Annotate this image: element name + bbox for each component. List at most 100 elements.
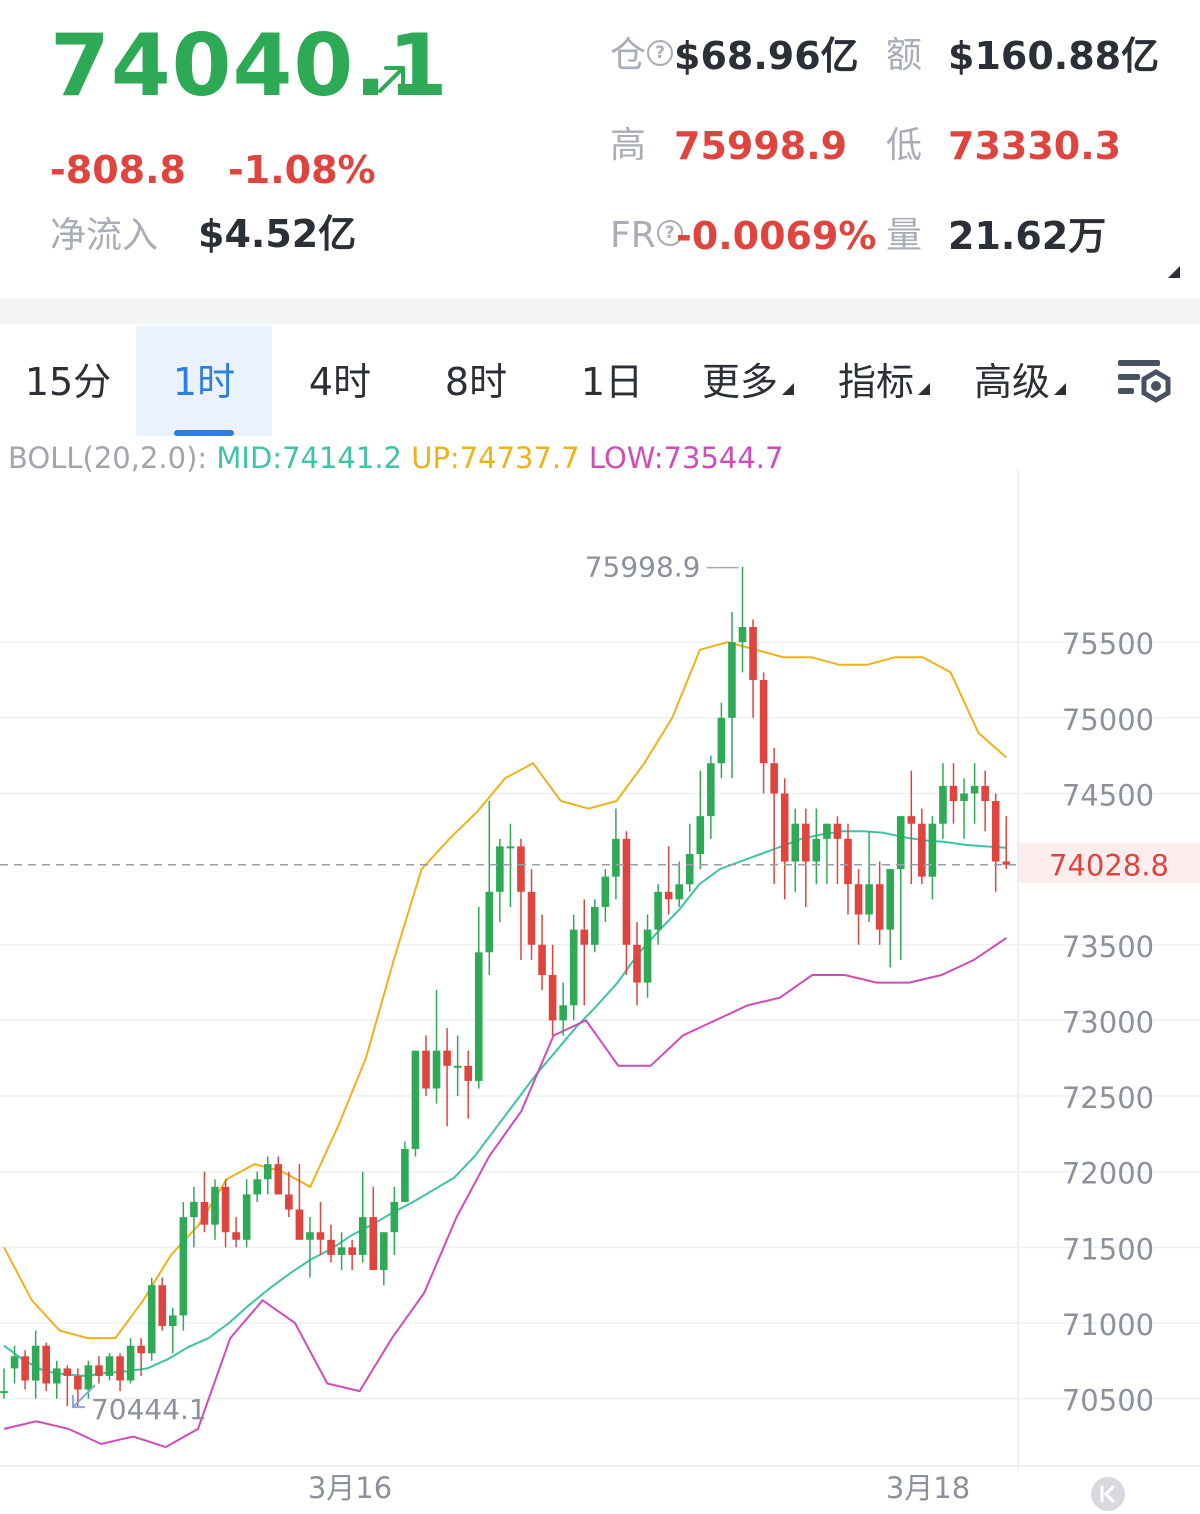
candle-body bbox=[358, 1217, 367, 1255]
open-interest-label[interactable]: 仓? bbox=[610, 36, 674, 76]
dropdown-caret-icon bbox=[1054, 383, 1066, 395]
candle-body bbox=[601, 876, 610, 907]
candle-body bbox=[591, 906, 599, 945]
high-value: 75998.9 bbox=[674, 124, 848, 168]
tab-1d[interactable]: 1日 bbox=[544, 326, 680, 436]
candle-body bbox=[95, 1365, 103, 1376]
candle bbox=[591, 899, 599, 953]
tab-more[interactable]: 更多 bbox=[680, 326, 816, 436]
boll-name: BOLL(20,2.0): bbox=[8, 441, 208, 475]
tab-8h[interactable]: 8时 bbox=[408, 326, 544, 436]
tab-advanced[interactable]: 高级 bbox=[952, 326, 1088, 436]
candle-body bbox=[464, 1065, 472, 1081]
y-tick-label: 73500 bbox=[1062, 930, 1154, 964]
candle bbox=[675, 861, 683, 907]
candle bbox=[580, 899, 589, 1006]
low-marker-label: 70444.1 bbox=[91, 1393, 207, 1426]
candle-body bbox=[116, 1356, 124, 1381]
high-marker-label: 75998.9 bbox=[585, 551, 701, 584]
candle-body bbox=[232, 1232, 240, 1240]
candle-body bbox=[875, 884, 884, 930]
net-inflow-value: $4.52亿 bbox=[198, 212, 357, 256]
candle-body bbox=[285, 1194, 293, 1210]
low-value: 73330.3 bbox=[948, 124, 1122, 168]
candle bbox=[263, 1156, 272, 1195]
help-icon[interactable]: ? bbox=[647, 40, 674, 66]
boll-up: UP:74737.7 bbox=[411, 441, 580, 475]
candle-body bbox=[612, 838, 620, 877]
candle-body bbox=[263, 1164, 272, 1180]
volume-value: 21.62万 bbox=[948, 214, 1107, 258]
chart-settings-icon[interactable] bbox=[1112, 356, 1174, 408]
tab-label: 1时 bbox=[172, 360, 236, 404]
candle bbox=[991, 793, 1000, 892]
funding-rate-value: -0.0069% bbox=[676, 214, 877, 258]
candle bbox=[358, 1171, 367, 1263]
candle-body bbox=[126, 1345, 135, 1381]
candle bbox=[10, 1345, 19, 1384]
tab-indicators[interactable]: 指标 bbox=[816, 326, 952, 436]
jump-to-start-icon[interactable] bbox=[1090, 1476, 1126, 1512]
tab-label: 高级 bbox=[973, 360, 1050, 404]
tab-4h[interactable]: 4时 bbox=[272, 326, 408, 436]
candle bbox=[802, 808, 810, 907]
tab-label: 8时 bbox=[444, 360, 508, 404]
candle-body bbox=[802, 823, 810, 862]
candle bbox=[306, 1217, 314, 1278]
funding-rate-label[interactable]: FR? bbox=[610, 216, 684, 256]
candle-body bbox=[633, 944, 641, 983]
candle-body bbox=[137, 1345, 145, 1354]
candle-body bbox=[52, 1368, 61, 1384]
candle-body bbox=[675, 884, 683, 900]
y-tick-label: 72500 bbox=[1062, 1081, 1154, 1115]
candle bbox=[643, 914, 652, 998]
candle-body bbox=[823, 823, 831, 839]
low-marker-arrow bbox=[71, 1384, 96, 1409]
candle-body bbox=[664, 891, 673, 900]
candle-body bbox=[517, 846, 525, 892]
last-price: 74040.1 bbox=[50, 16, 449, 116]
candle-body bbox=[643, 929, 652, 983]
candle-body bbox=[622, 838, 631, 945]
tab-label: 1日 bbox=[580, 360, 644, 404]
tab-1h[interactable]: 1时 bbox=[136, 326, 272, 436]
candle bbox=[95, 1356, 103, 1384]
candle bbox=[253, 1171, 261, 1202]
candle-body bbox=[42, 1345, 50, 1384]
candle bbox=[31, 1330, 40, 1399]
tab-label: 更多 bbox=[701, 360, 778, 404]
candle bbox=[285, 1171, 293, 1218]
arrow-up-right-icon bbox=[378, 66, 405, 93]
candle-body bbox=[559, 1005, 567, 1021]
current-price-label: 74028.8 bbox=[1049, 849, 1169, 883]
candle bbox=[622, 831, 631, 976]
candle-body bbox=[295, 1209, 304, 1240]
candle bbox=[664, 846, 673, 915]
candle bbox=[485, 801, 494, 976]
candle bbox=[327, 1224, 335, 1263]
candle bbox=[496, 838, 504, 923]
candle-body bbox=[432, 1050, 441, 1089]
candle-body bbox=[306, 1232, 314, 1240]
candle-body bbox=[685, 853, 694, 885]
candle bbox=[42, 1342, 50, 1392]
candle-body bbox=[485, 891, 494, 953]
candle bbox=[728, 611, 736, 779]
candle bbox=[105, 1353, 114, 1381]
candlestick-chart[interactable]: 75500 75000 74500 73500 73000 72500 72000 71500… bbox=[0, 470, 1200, 1514]
help-icon[interactable]: ? bbox=[656, 220, 683, 246]
candle-body bbox=[865, 884, 873, 915]
candle-body bbox=[654, 891, 662, 930]
candle-body bbox=[369, 1217, 378, 1271]
candle bbox=[380, 1232, 388, 1286]
candle-body bbox=[453, 1065, 462, 1068]
candle-body bbox=[527, 891, 536, 945]
candle bbox=[474, 906, 483, 1089]
candle bbox=[169, 1307, 177, 1354]
corner-triangle-icon[interactable] bbox=[1168, 266, 1180, 278]
boll-legend: BOLL(20,2.0): MID:74141.2 UP:74737.7 LOW… bbox=[8, 440, 783, 476]
tab-15m[interactable]: 15分 bbox=[0, 326, 136, 436]
candle-body bbox=[506, 846, 515, 849]
candle-body bbox=[190, 1201, 198, 1218]
candle bbox=[738, 566, 747, 673]
